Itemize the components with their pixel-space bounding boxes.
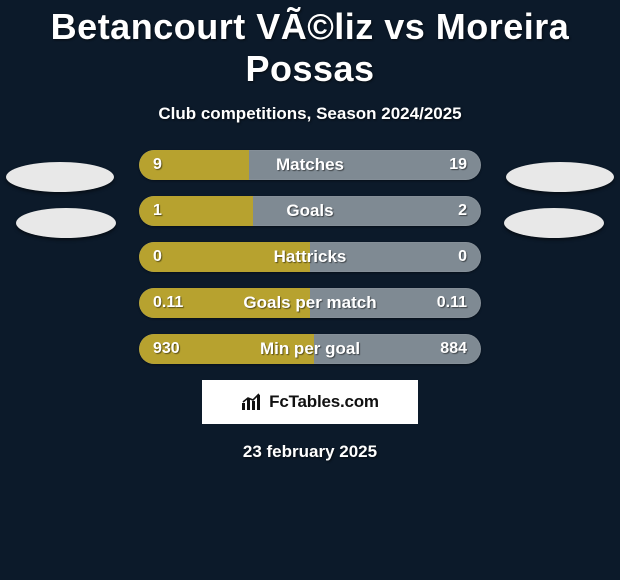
player-right-badge-2	[504, 208, 604, 238]
stat-right-value: 0	[458, 242, 467, 272]
comparison-area: 9Matches19 1Goals2 0Hattricks0 0.11Goals pe…	[0, 150, 620, 364]
stat-right-value: 0.11	[437, 288, 467, 318]
brand-text: FcTables.com	[269, 392, 379, 412]
player-left-badge-1	[6, 162, 114, 192]
stat-row: 9Matches19	[139, 150, 481, 180]
stat-row: 0Hattricks0	[139, 242, 481, 272]
stat-row: 930Min per goal884	[139, 334, 481, 364]
footer-date: 23 february 2025	[0, 442, 620, 462]
brand-box: FcTables.com	[202, 380, 418, 424]
page-title: Betancourt VÃ©liz vs Moreira Possas	[0, 0, 620, 90]
stat-label: Goals per match	[139, 288, 481, 318]
season-subtitle: Club competitions, Season 2024/2025	[0, 104, 620, 124]
stat-row: 0.11Goals per match0.11	[139, 288, 481, 318]
stat-right-value: 19	[449, 150, 467, 180]
player-right-badge-1	[506, 162, 614, 192]
stat-label: Goals	[139, 196, 481, 226]
stat-right-value: 884	[440, 334, 467, 364]
stat-row: 1Goals2	[139, 196, 481, 226]
stat-label: Matches	[139, 150, 481, 180]
bar-chart-icon	[241, 393, 263, 411]
stat-label: Min per goal	[139, 334, 481, 364]
player-left-badge-2	[16, 208, 116, 238]
stat-bars: 9Matches19 1Goals2 0Hattricks0 0.11Goals pe…	[139, 150, 481, 364]
stat-label: Hattricks	[139, 242, 481, 272]
stat-right-value: 2	[458, 196, 467, 226]
